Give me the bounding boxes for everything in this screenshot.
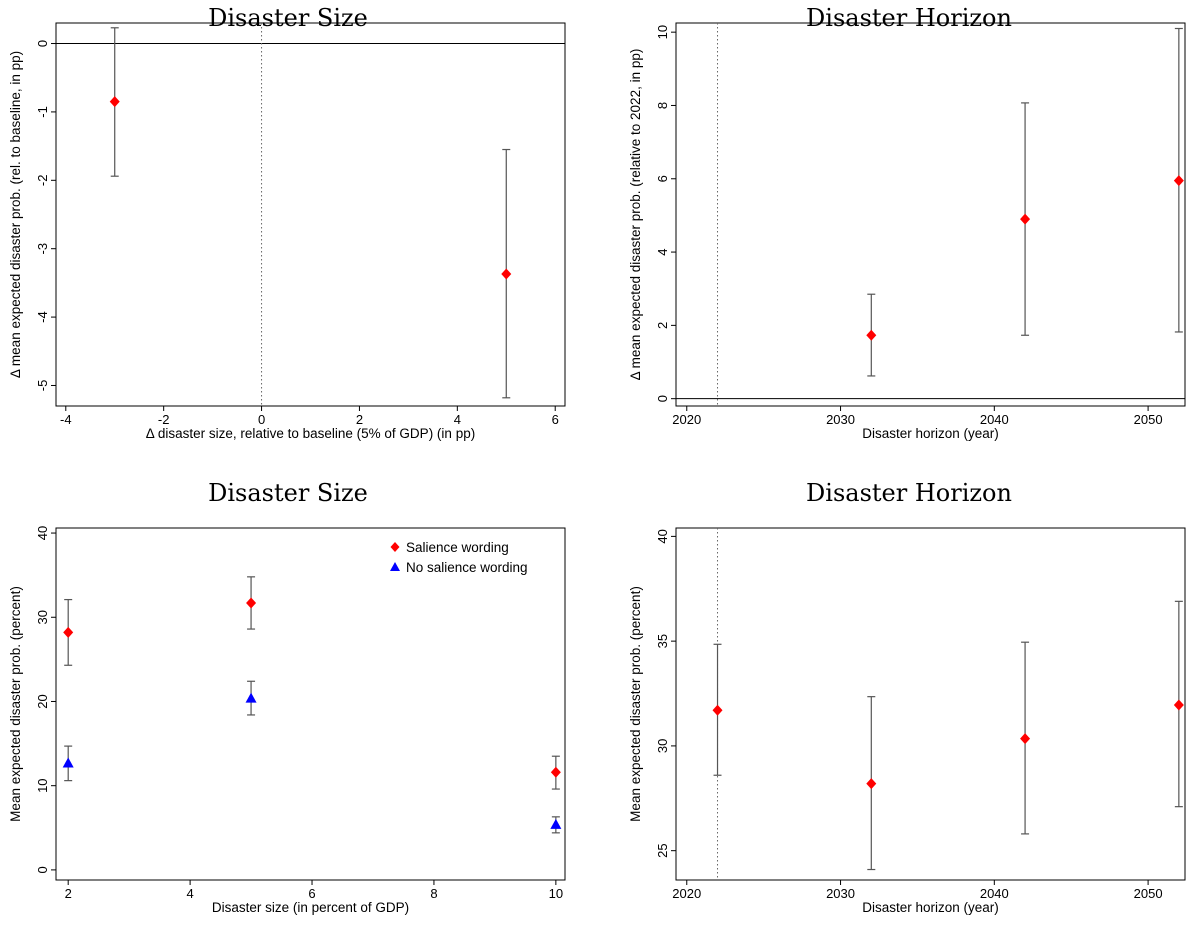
x-tick-label: 2020	[672, 412, 701, 427]
chart-panel-1: Disaster Size -4 -2 0 2 4 6 0 -1 -2 -3 -4 -5 Δ disast…	[8, 4, 566, 441]
data-series-1	[109, 27, 512, 399]
y-tick-label: 4	[655, 248, 670, 255]
data-point-triangle	[550, 818, 562, 829]
legend: Salience wording No salience wording	[390, 540, 528, 575]
x-tick-label: 2050	[1134, 412, 1163, 427]
legend-marker-diamond	[390, 542, 400, 552]
y-axis-label: Mean expected disaster prob. (percent)	[8, 586, 23, 822]
x-tick-label: 6	[552, 412, 559, 427]
data-point-diamond	[550, 766, 561, 778]
y-tick-label: 2	[655, 322, 670, 329]
x-tick-label: 4	[454, 412, 461, 427]
plot-frame	[55, 22, 566, 407]
legend-marker-triangle	[390, 562, 400, 571]
data-point-triangle	[62, 757, 74, 768]
x-tick-label: 2050	[1134, 886, 1163, 901]
x-tick-label: 8	[430, 886, 437, 901]
chart-title: Disaster Horizon	[806, 479, 1012, 507]
plot-frame	[675, 527, 1186, 881]
x-tick-label: -2	[158, 412, 170, 427]
y-tick-label: 25	[655, 843, 670, 857]
x-tick-label: 10	[549, 886, 563, 901]
x-tick-label: 2020	[672, 886, 701, 901]
data-point-diamond	[501, 268, 512, 280]
x-tick-label: -4	[60, 412, 72, 427]
data-series-1	[866, 27, 1184, 377]
legend-label: Salience wording	[406, 540, 509, 555]
chart-panel-4: Disaster Horizon 2020 2030 2040 2050 25 30 35 40…	[628, 479, 1186, 915]
legend-label: No salience wording	[406, 560, 528, 575]
chart-panel-3: Disaster Size 2 4 6 8 10 0 10 20 30 40 Disaster siz…	[8, 479, 566, 915]
y-tick-label: 8	[655, 102, 670, 109]
y-tick-label: 0	[35, 866, 50, 873]
plot-frame	[55, 527, 566, 881]
x-tick-label: 2	[356, 412, 363, 427]
data-point-diamond	[1020, 733, 1031, 745]
data-point-diamond	[712, 704, 723, 716]
x-axis-label: Disaster horizon (year)	[862, 900, 999, 915]
x-tick-label: 2040	[980, 886, 1009, 901]
y-tick-label: 0	[35, 40, 50, 47]
y-tick-label: -2	[35, 175, 50, 187]
y-tick-label: -1	[35, 106, 50, 118]
y-tick-label: -5	[35, 380, 50, 392]
chart-panel-2: Disaster Horizon 2020 2030 2040 2050 0 2 4 6 8 10 D…	[628, 4, 1186, 441]
y-tick-label: 35	[655, 634, 670, 648]
data-point-diamond	[1020, 213, 1031, 225]
y-tick-label: 20	[35, 694, 50, 708]
x-tick-label: 2030	[826, 412, 855, 427]
data-point-triangle	[245, 692, 257, 703]
y-tick-label: 6	[655, 175, 670, 182]
y-axis-label: Mean expected disaster prob. (percent)	[628, 586, 643, 822]
x-axis-label: Disaster horizon (year)	[862, 426, 999, 441]
x-axis-label: Disaster size (in percent of GDP)	[212, 900, 409, 915]
x-tick-label: 2030	[826, 886, 855, 901]
y-axis-label: Δ mean expected disaster prob. (relative…	[628, 49, 643, 381]
y-tick-label: 10	[35, 778, 50, 792]
y-axis-label: Δ mean expected disaster prob. (rel. to …	[8, 51, 23, 378]
x-tick-label: 0	[258, 412, 265, 427]
plot-frame	[675, 22, 1186, 407]
data-point-diamond	[63, 626, 74, 638]
data-point-diamond	[866, 778, 877, 790]
data-series-2	[62, 680, 562, 834]
y-tick-label: -3	[35, 243, 50, 255]
data-point-diamond	[1173, 699, 1184, 711]
y-tick-label: 40	[655, 529, 670, 543]
y-tick-label: 0	[655, 395, 670, 402]
data-point-diamond	[1173, 175, 1184, 187]
data-point-diamond	[246, 597, 257, 609]
chart-title: Disaster Horizon	[806, 4, 1012, 32]
data-series-1	[63, 576, 561, 790]
y-tick-label: 30	[35, 610, 50, 624]
x-axis-label: Δ disaster size, relative to baseline (5…	[146, 426, 475, 441]
x-tick-label: 2	[65, 886, 72, 901]
chart-title: Disaster Size	[208, 4, 368, 32]
y-tick-label: 10	[655, 25, 670, 39]
x-tick-label: 2040	[980, 412, 1009, 427]
data-point-diamond	[109, 96, 120, 108]
y-tick-label: 30	[655, 739, 670, 753]
x-tick-label: 4	[186, 886, 193, 901]
x-tick-label: 6	[308, 886, 315, 901]
data-series-1	[712, 600, 1184, 871]
chart-title: Disaster Size	[208, 479, 368, 507]
y-tick-label: -4	[35, 311, 50, 323]
data-point-diamond	[866, 329, 877, 341]
y-tick-label: 40	[35, 526, 50, 540]
